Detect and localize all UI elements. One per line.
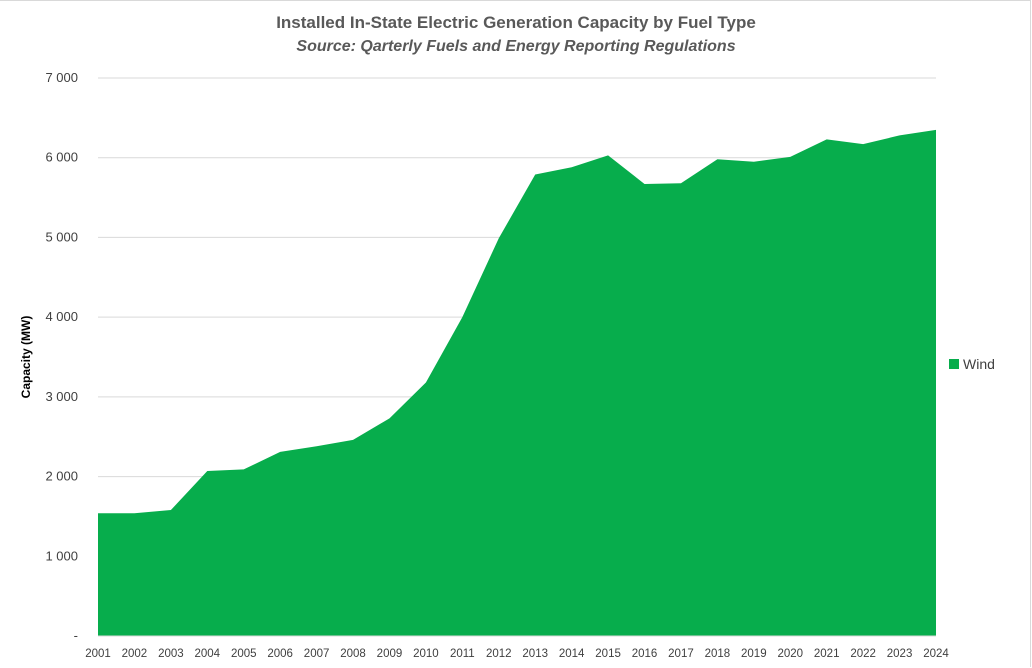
chart-title: Installed In-State Electric Generation C…: [276, 13, 756, 32]
y-tick-label: 4 000: [45, 309, 78, 324]
x-tick-label: 2011: [450, 648, 475, 660]
area-series-wind[interactable]: [98, 129, 936, 637]
x-tick-label: 2001: [85, 648, 111, 660]
x-tick-label: 2006: [267, 648, 293, 660]
x-tick-label: 2022: [850, 648, 876, 660]
x-tick-label: 2007: [304, 648, 330, 660]
x-tick-label: 2004: [195, 648, 221, 660]
y-tick-label: 2 000: [45, 469, 78, 484]
x-tick-label: 2010: [413, 648, 439, 660]
y-axis-ticks: - 1 000 2 000 3 000 4 000 5 000 6 000 7 000: [45, 70, 78, 643]
y-tick-label: -: [74, 628, 78, 643]
x-tick-label: 2012: [486, 648, 512, 660]
area-layer: [98, 129, 936, 637]
x-tick-label: 2013: [522, 648, 548, 660]
x-axis-ticks: 2001 2002 2003 2004 2005 2006 2007 2008 2009 2010…: [85, 648, 949, 660]
legend-swatch-wind: [949, 359, 959, 369]
legend[interactable]: Wind: [949, 356, 995, 372]
y-tick-label: 3 000: [45, 389, 78, 404]
legend-label-wind: Wind: [963, 356, 995, 372]
chart-subtitle: Source: Qarterly Fuels and Energy Report…: [296, 38, 736, 55]
x-tick-label: 2015: [595, 648, 621, 660]
y-tick-label: 5 000: [45, 229, 78, 244]
x-tick-label: 2003: [158, 648, 184, 660]
x-tick-label: 2017: [668, 648, 694, 660]
y-tick-label: 6 000: [45, 150, 78, 165]
x-tick-label: 2016: [632, 648, 658, 660]
y-tick-label: 7 000: [45, 70, 78, 85]
x-tick-label: 2024: [923, 648, 949, 660]
x-tick-label: 2002: [122, 648, 148, 660]
x-tick-label: 2008: [340, 648, 366, 660]
x-tick-label: 2020: [777, 648, 803, 660]
x-tick-label: 2009: [377, 648, 403, 660]
x-tick-label: 2005: [231, 648, 257, 660]
y-tick-label: 1 000: [45, 548, 78, 563]
x-tick-label: 2023: [887, 648, 913, 660]
x-tick-label: 2018: [705, 648, 731, 660]
x-tick-label: 2019: [741, 648, 767, 660]
x-tick-label: 2014: [559, 648, 585, 660]
x-tick-label: 2021: [814, 648, 840, 660]
y-axis-label: Capacity (MW): [19, 315, 33, 399]
